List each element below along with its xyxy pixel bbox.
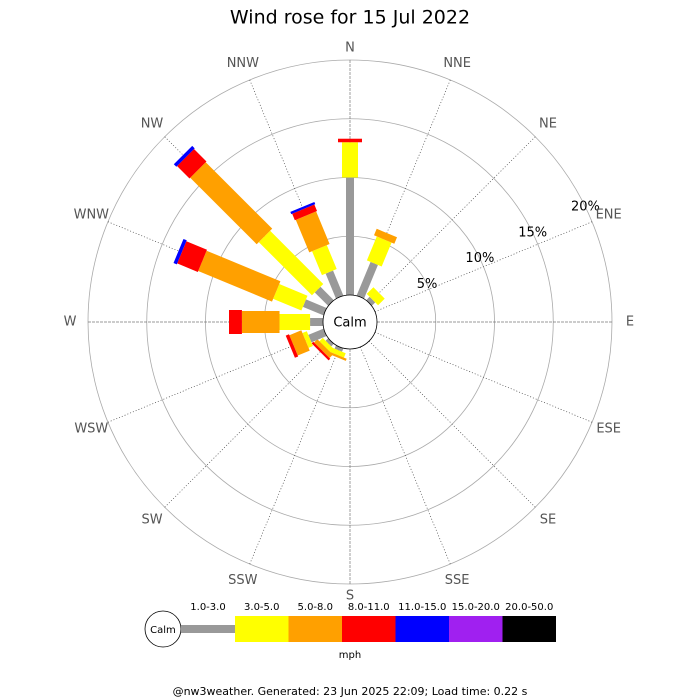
wind-bar (311, 341, 331, 361)
legend-swatch (449, 616, 503, 642)
direction-line (368, 340, 536, 508)
wind-bar (177, 241, 207, 272)
wind-bar (173, 145, 195, 167)
legend-unit: mph (339, 650, 361, 661)
legend-swatch (235, 616, 289, 642)
wind-bar (285, 334, 299, 358)
wind-bar (273, 284, 308, 311)
wind-bar (279, 314, 311, 330)
wind-bar (190, 162, 273, 245)
direction-label: NNW (227, 56, 259, 71)
direction-label: E (626, 315, 634, 330)
ring-label: 15% (518, 225, 547, 240)
direction-label: W (64, 315, 77, 330)
ring-label: 10% (465, 251, 494, 266)
chart-title: Wind rose for 15 Jul 2022 (230, 7, 470, 29)
wind-bar (366, 236, 392, 267)
wind-bar (338, 138, 362, 143)
wind-bar (325, 270, 344, 299)
wind-bar (292, 204, 318, 221)
legend-swatch (395, 616, 449, 642)
direction-label: SSE (445, 573, 470, 588)
wind-bar (302, 331, 313, 348)
direction-label: SSW (228, 573, 258, 588)
legend-swatch (181, 625, 235, 633)
wind-bar (258, 230, 324, 296)
legend-label: 1.0-3.0 (190, 602, 225, 613)
wind-bar (334, 345, 344, 352)
direction-label: WSW (74, 422, 108, 437)
direction-line (374, 221, 593, 312)
wind-bar (319, 337, 335, 353)
ring-label: 20% (571, 200, 600, 215)
wind-bar (325, 338, 334, 347)
wind-bar (313, 339, 333, 359)
direction-line (164, 340, 332, 508)
legend-label: 8.0-11.0 (348, 602, 390, 613)
wind-bar (295, 211, 330, 253)
footer: @nw3weather. Generated: 23 Jun 2025 22:0… (173, 685, 528, 698)
wind-bar (177, 149, 207, 179)
wind-bar (366, 287, 385, 306)
legend-swatch (342, 616, 396, 642)
wind-bar (314, 286, 334, 306)
direction-label: S (346, 589, 354, 604)
direction-line (360, 346, 451, 565)
wind-bar (346, 177, 354, 295)
direction-label: N (345, 41, 355, 56)
legend-label: 11.0-15.0 (398, 602, 446, 613)
wind-bar (312, 245, 337, 276)
wind-bar (241, 311, 280, 333)
legend-swatch (288, 616, 342, 642)
wind-bar (308, 328, 327, 343)
ring-label: 5% (417, 277, 438, 292)
calm-label: Calm (333, 316, 366, 331)
legend-swatch (502, 616, 556, 642)
wind-bar (229, 310, 242, 334)
calm-circle (322, 294, 378, 350)
direction-line (107, 332, 326, 423)
wind-bar (356, 261, 378, 299)
legend-calm-label: Calm (150, 625, 176, 636)
legend-label: 3.0-5.0 (244, 602, 279, 613)
wind-bar (366, 296, 376, 306)
direction-label: WNW (74, 207, 110, 222)
direction-label: SE (540, 512, 556, 527)
direction-label: ENE (596, 207, 622, 222)
wind-bar (374, 228, 398, 244)
wind-bar (289, 330, 310, 356)
wind-bar (173, 238, 187, 265)
wind-bar (302, 299, 327, 316)
direction-line (374, 332, 593, 423)
direction-label: ESE (596, 422, 621, 437)
wind-bar (198, 250, 281, 302)
wind-bar (342, 142, 358, 178)
legend-label: 15.0-20.0 (452, 602, 500, 613)
wind-bar (310, 318, 324, 326)
direction-label: NNE (443, 56, 471, 71)
legend-label: 5.0-8.0 (298, 602, 333, 613)
direction-line (368, 136, 536, 304)
direction-label: NE (539, 117, 557, 132)
direction-line (249, 346, 340, 565)
legend-label: 20.0-50.0 (505, 602, 553, 613)
wind-bar (290, 201, 316, 215)
direction-label: SW (141, 512, 162, 527)
direction-label: NW (141, 117, 164, 132)
